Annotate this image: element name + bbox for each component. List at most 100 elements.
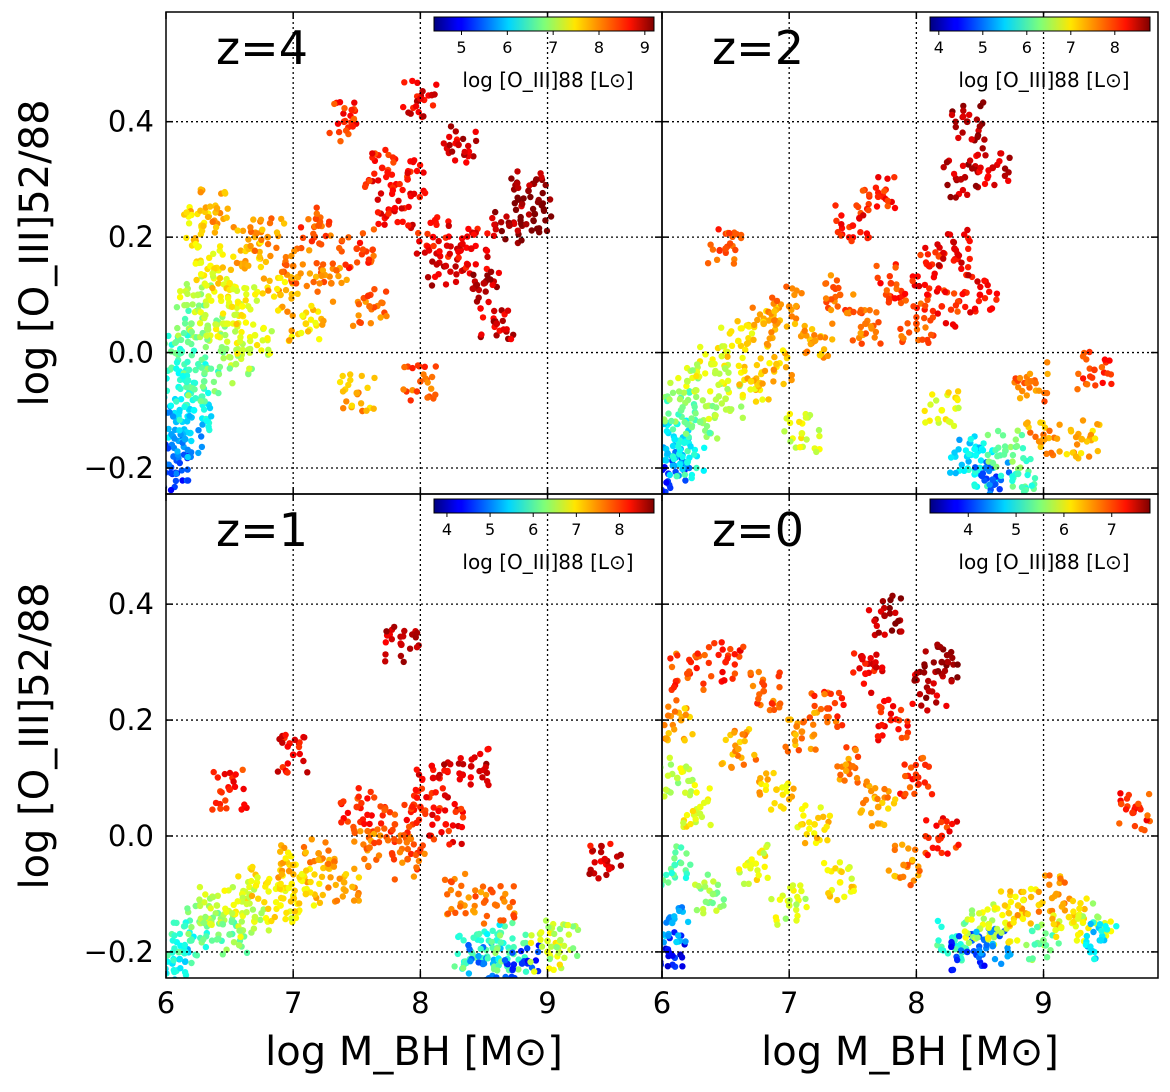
scatter-point: [479, 314, 487, 321]
scatter-point: [1009, 477, 1016, 485]
scatter-point: [363, 407, 370, 414]
scatter-point: [429, 811, 436, 818]
scatter-point: [886, 610, 894, 617]
scatter-point: [1060, 900, 1067, 907]
scatter-point: [203, 332, 210, 339]
scatter-point: [420, 113, 427, 120]
scatter-point: [166, 387, 171, 394]
scatter-point: [391, 876, 398, 883]
scatter-point: [166, 445, 172, 452]
scatter-point: [837, 771, 844, 778]
scatter-point: [484, 746, 491, 753]
scatter-point: [543, 227, 551, 235]
scatter-point: [472, 128, 479, 135]
scatter-point: [249, 863, 256, 871]
scatter-point: [1075, 370, 1082, 377]
scatter-point: [714, 435, 721, 442]
scatter-point: [734, 337, 742, 345]
scatter-point: [435, 237, 442, 245]
scatter-point: [222, 190, 229, 197]
scatter-point: [800, 718, 808, 725]
scatter-point: [1063, 451, 1071, 458]
scatter-point: [509, 919, 516, 927]
scatter-point: [667, 379, 674, 387]
scatter-point: [922, 302, 929, 309]
scatter-point: [812, 839, 820, 847]
scatter-point: [1097, 936, 1105, 944]
scatter-point: [816, 432, 823, 440]
scatter-point: [808, 326, 816, 333]
scatter-point: [841, 777, 848, 784]
scatter-point: [261, 899, 268, 906]
scatter-point: [560, 942, 568, 949]
scatter-point: [421, 363, 428, 370]
scatter-point: [899, 841, 906, 848]
scatter-point: [428, 762, 436, 769]
scatter-point: [484, 955, 491, 962]
scatter-point: [310, 902, 318, 909]
scatter-point: [206, 254, 213, 261]
scatter-point: [452, 909, 459, 916]
scatter-point: [1028, 927, 1036, 934]
scatter-point: [921, 281, 929, 289]
scatter-point: [518, 960, 526, 967]
scatter-point: [663, 735, 670, 742]
scatter-point: [238, 311, 245, 319]
scatter-point: [298, 870, 306, 878]
scatter-point: [687, 861, 694, 868]
scatter-point: [455, 890, 462, 898]
scatter-point: [720, 902, 727, 909]
scatter-point: [897, 706, 905, 714]
scatter-point: [921, 779, 928, 786]
scatter-point: [477, 750, 484, 758]
scatter-point: [430, 242, 437, 250]
scatter-point: [230, 778, 237, 785]
scatter-point: [547, 213, 555, 220]
scatter-point: [279, 303, 286, 310]
scatter-point: [538, 943, 546, 950]
colorbar-tick-label: 4: [963, 520, 973, 539]
scatter-point: [216, 243, 224, 250]
scatter-point: [517, 217, 524, 224]
scatter-point: [413, 766, 420, 773]
scatter-point: [688, 415, 695, 422]
scatter-point: [510, 943, 517, 951]
scatter-point: [209, 893, 217, 901]
scatter-point: [913, 326, 921, 333]
scatter-point: [233, 259, 241, 267]
scatter-point: [202, 343, 209, 351]
scatter-point: [760, 850, 767, 857]
scatter-point: [213, 902, 221, 909]
scatter-point: [191, 386, 198, 393]
scatter-point: [965, 245, 972, 252]
scatter-point: [924, 707, 931, 714]
scatter-point: [827, 272, 835, 279]
scatter-point: [867, 655, 874, 662]
scatter-point: [414, 79, 421, 87]
scatter-point: [237, 247, 244, 254]
scatter-point: [197, 309, 204, 316]
scatter-point: [1018, 431, 1026, 439]
scatter-point: [388, 850, 396, 857]
scatter-point: [806, 819, 813, 826]
scatter-point: [676, 461, 683, 468]
scatter-point: [996, 486, 1003, 493]
scatter-point: [1113, 923, 1120, 930]
scatter-point: [959, 290, 966, 298]
scatter-point: [169, 413, 177, 420]
scatter-point: [171, 435, 178, 442]
scatter-point: [662, 721, 668, 729]
scatter-point: [848, 875, 855, 882]
scatter-point: [595, 875, 602, 882]
scatter-point: [889, 703, 897, 710]
scatter-point: [220, 355, 227, 362]
colorbar-label: log [O_III]88 [L⊙]: [462, 550, 633, 574]
scatter-point: [811, 830, 818, 837]
scatter-point: [245, 346, 252, 353]
scatter-point: [302, 320, 310, 328]
scatter-point: [953, 818, 961, 825]
scatter-point: [534, 948, 542, 956]
scatter-point: [288, 327, 295, 334]
scatter-point: [350, 823, 357, 831]
scatter-point: [731, 651, 738, 658]
